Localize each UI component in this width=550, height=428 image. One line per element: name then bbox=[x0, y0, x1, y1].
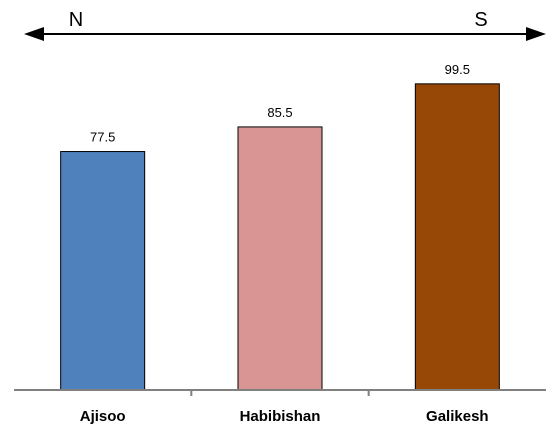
data-label: 77.5 bbox=[90, 130, 115, 145]
bar-habibishan bbox=[237, 126, 323, 391]
data-label: 99.5 bbox=[445, 62, 470, 77]
data-label: 85.5 bbox=[267, 105, 292, 120]
direction-label-north: N bbox=[69, 9, 83, 31]
x-tick-label: Habibishan bbox=[240, 408, 321, 425]
direction-arrow-right-head bbox=[526, 27, 546, 41]
plot-area: 77.5 Ajisoo 85.5 Habibishan 99.5 Galikesh bbox=[14, 62, 546, 425]
direction-label-south: S bbox=[474, 9, 487, 31]
bar-galikesh bbox=[414, 83, 500, 391]
x-tick-label: Galikesh bbox=[426, 408, 489, 425]
bar-ajisoo bbox=[60, 151, 146, 391]
direction-arrow: N S bbox=[24, 9, 546, 41]
direction-arrow-left-head bbox=[24, 27, 44, 41]
x-tick-label: Ajisoo bbox=[80, 408, 126, 425]
